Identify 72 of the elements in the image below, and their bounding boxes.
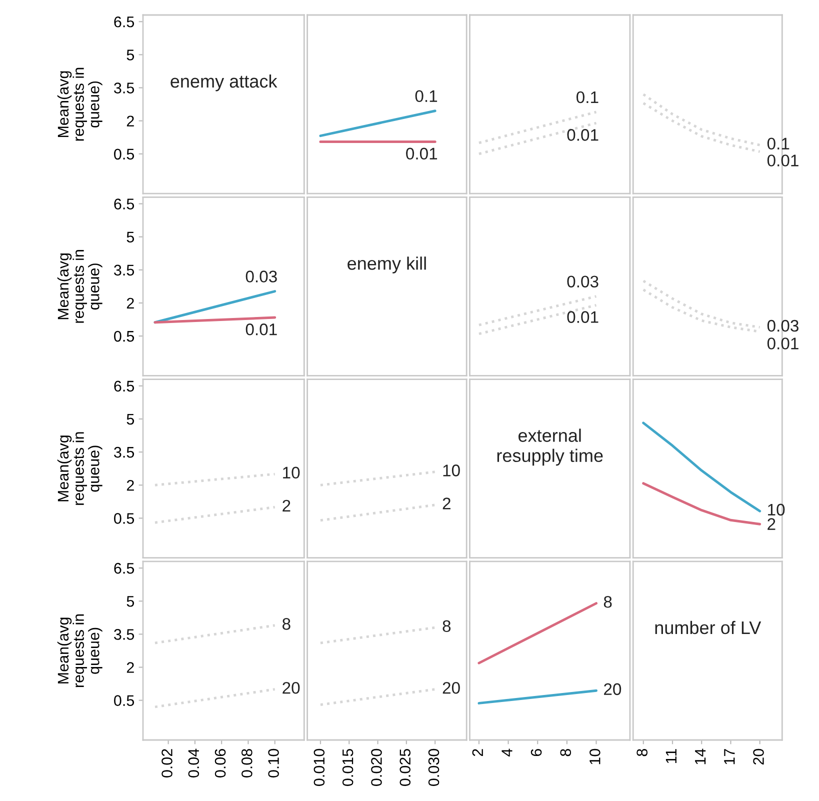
x-tick-label: 0.08 <box>241 748 252 778</box>
annotation: number of LV <box>655 620 762 634</box>
y-tick-label: 6.5 <box>114 16 134 28</box>
series-label: 10 <box>443 464 460 476</box>
series-label: 2 <box>282 500 290 512</box>
series-label: 8 <box>282 618 290 630</box>
series-label: 0.01 <box>767 338 798 350</box>
x-tick-label: 0.015 <box>342 748 354 786</box>
x-tick-label: 0.04 <box>188 748 200 778</box>
x-tick-label: 8 <box>636 748 648 756</box>
series-label: 0.1 <box>767 138 790 150</box>
x-tick-label: 4 <box>502 748 512 756</box>
x-tick-label: 0.030 <box>428 748 440 786</box>
x-tick-label: 0.020 <box>371 748 382 786</box>
series-label: 2 <box>768 518 776 530</box>
y-tick-label: 0.5 <box>114 513 134 524</box>
series-label: 0.01 <box>406 148 438 160</box>
x-tick-label: 2 <box>472 749 483 756</box>
x-tick-label: 20 <box>753 748 764 765</box>
annotation: enemy attack <box>170 74 278 92</box>
y-tick-label: 5 <box>126 596 134 607</box>
y-tick-label: 6.5 <box>114 562 134 574</box>
series-label: 0.01 <box>767 154 798 166</box>
y-tick-label: 3.5 <box>114 446 134 458</box>
y-axis-title: Mean(avg requests in queue) <box>57 614 102 688</box>
x-tick-label: 6 <box>530 749 542 756</box>
y-axis-title: Mean(avg requests in queue) <box>57 68 102 141</box>
y-tick-label: 3.5 <box>114 264 134 276</box>
x-tick-label: 17 <box>724 749 735 764</box>
y-tick-label: 3.5 <box>114 82 134 94</box>
y-tick-label: 5 <box>126 414 134 425</box>
y-tick-label: 6.5 <box>114 198 134 210</box>
series-label: 0.01 <box>246 324 277 336</box>
series-label: 0.01 <box>567 129 598 141</box>
x-tick-label: 10 <box>590 748 600 764</box>
series-label: 0.1 <box>415 90 438 102</box>
series-label: 0.03 <box>767 320 798 332</box>
y-tick-label: 2 <box>126 116 134 126</box>
x-tick-label: 14 <box>695 748 706 764</box>
series-label: 0.01 <box>567 311 598 323</box>
y-tick-label: 0.5 <box>114 695 134 706</box>
x-tick-label: 0.06 <box>214 749 226 778</box>
series-label: 0.1 <box>576 91 598 104</box>
series-label: 20 <box>442 682 460 694</box>
y-axis-title: Mean(avg requests in queue) <box>57 432 102 505</box>
x-tick-label: 0.02 <box>162 749 172 778</box>
series-label: 8 <box>442 620 451 632</box>
x-tick-label: 0.025 <box>400 748 411 786</box>
y-tick-label: 0.5 <box>114 148 134 160</box>
series-label: 0.03 <box>567 276 598 288</box>
x-tick-label: 0.010 <box>314 748 325 786</box>
x-tick-label: 8 <box>560 748 572 756</box>
series-label: 10 <box>768 504 785 516</box>
series-label: 2 <box>442 498 450 510</box>
y-tick-label: 2 <box>126 480 134 491</box>
y-tick-label: 5 <box>126 232 134 243</box>
annotation: external resupply time <box>497 428 603 466</box>
x-tick-label: 11 <box>666 749 676 764</box>
series-label: 0.03 <box>246 270 277 282</box>
y-tick-label: 3.5 <box>114 629 134 640</box>
y-tick-label: 0.5 <box>114 330 134 342</box>
y-tick-label: 5 <box>126 50 134 60</box>
series-label: 10 <box>283 466 300 479</box>
y-axis-title: Mean(avg requests in queue) <box>57 250 102 323</box>
series-label: 20 <box>604 683 622 696</box>
x-tick-label: 0.10 <box>268 748 279 778</box>
series-label: 8 <box>604 596 612 608</box>
y-tick-label: 2 <box>126 662 134 673</box>
annotation: enemy kill <box>348 256 426 274</box>
series-label: 20 <box>282 682 300 694</box>
y-tick-label: 2 <box>126 298 134 308</box>
y-tick-label: 6.5 <box>114 380 134 392</box>
